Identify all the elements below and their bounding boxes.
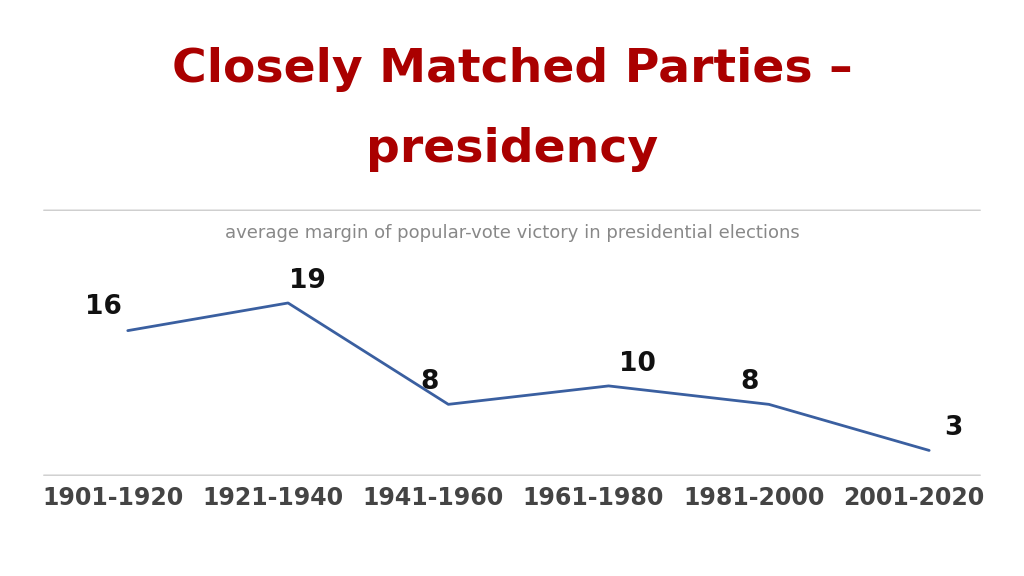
Text: 8: 8 bbox=[420, 369, 438, 395]
Text: 1961-1980: 1961-1980 bbox=[523, 486, 665, 510]
Text: 3: 3 bbox=[944, 415, 963, 441]
Text: 1921-1940: 1921-1940 bbox=[203, 486, 343, 510]
Text: 1901-1920: 1901-1920 bbox=[42, 486, 183, 510]
Text: 1941-1960: 1941-1960 bbox=[362, 486, 504, 510]
Text: 16: 16 bbox=[85, 294, 122, 320]
Text: 10: 10 bbox=[620, 351, 656, 377]
Text: 1981-2000: 1981-2000 bbox=[683, 486, 824, 510]
Text: Closely Matched Parties –: Closely Matched Parties – bbox=[172, 47, 852, 92]
Text: 2001-2020: 2001-2020 bbox=[844, 486, 985, 510]
Text: average margin of popular-vote victory in presidential elections: average margin of popular-vote victory i… bbox=[224, 224, 800, 242]
Text: 8: 8 bbox=[740, 369, 759, 395]
Text: presidency: presidency bbox=[366, 127, 658, 172]
Text: 19: 19 bbox=[289, 268, 326, 294]
